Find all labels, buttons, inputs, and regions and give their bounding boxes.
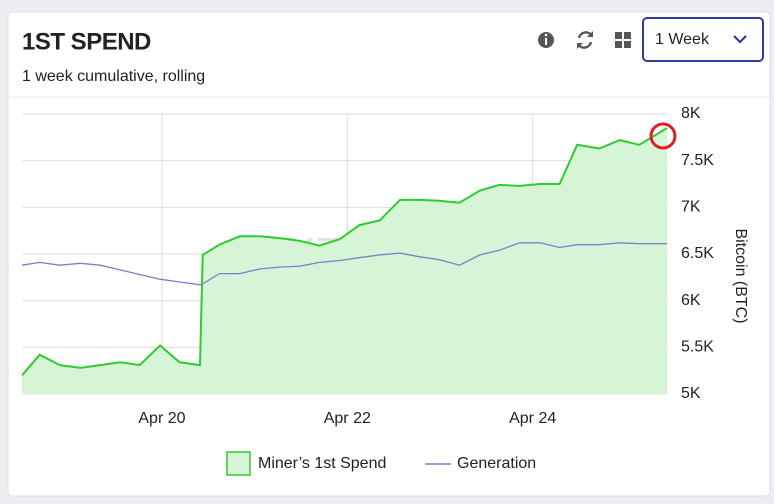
legend-swatch [226, 451, 251, 476]
y-axis-label: Bitcoin (BTC) [732, 228, 749, 323]
range-dropdown[interactable]: 1 Week [642, 17, 764, 62]
legend: Miner’s 1st Spend Generation [226, 451, 536, 476]
y-tick-label: 7.5K [681, 152, 714, 169]
y-tick-label: 6.5K [681, 245, 714, 262]
y-tick-label: 6K [681, 292, 701, 309]
y-tick-label: 8K [681, 105, 701, 122]
y-tick-label: 7K [681, 199, 701, 216]
info-icon[interactable] [538, 32, 554, 48]
legend-label: Miner’s 1st Spend [258, 455, 386, 472]
legend-label: Generation [457, 455, 536, 472]
y-tick-label: 5K [681, 385, 701, 402]
x-tick-label: Apr 20 [138, 410, 185, 427]
plot: 5K 5.5K 6K 6.5K 7K 7.5K 8K Apr 20 Apr 22 Apr 24 Bi… [21, 105, 749, 476]
y-tick-label: 5.5K [681, 339, 714, 356]
dropdown-value[interactable]: 1 Week [655, 31, 710, 48]
x-tick-label: Apr 24 [509, 410, 556, 427]
series-line [21, 127, 668, 376]
highlight-circle [649, 122, 677, 150]
refresh-icon[interactable] [576, 31, 594, 49]
x-tick-label: Apr 22 [324, 410, 371, 427]
series-area [22, 128, 668, 394]
series-line [21, 242, 668, 286]
layout-icon[interactable] [615, 32, 631, 48]
widget-title: 1ST SPEND [22, 28, 151, 55]
widget-subtitle: 1 week cumulative, rolling [22, 68, 205, 85]
